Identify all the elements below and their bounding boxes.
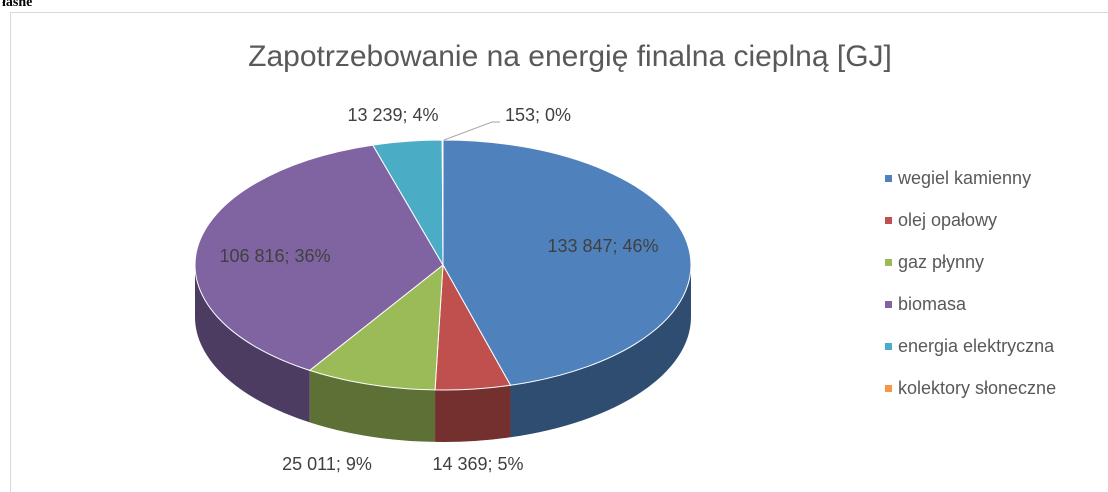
slice-side: [435, 385, 511, 443]
slice: [308, 263, 444, 391]
legend-marker: [885, 343, 892, 350]
slice-side: [195, 265, 310, 423]
legend-label: energia elektryczna: [898, 336, 1055, 356]
slice-side: [510, 265, 691, 438]
data-label: 25 011; 9%: [282, 454, 372, 474]
legend-marker: [885, 385, 892, 392]
data-label: 14 369; 5%: [432, 454, 523, 474]
legend-label: gaz płynny: [898, 252, 984, 272]
legend-label: biomasa: [898, 294, 967, 314]
data-label: 106 816; 36%: [219, 246, 330, 266]
data-label: 153; 0%: [505, 105, 571, 125]
chart-title: Zapotrzebowanie na energię finalna ciepl…: [248, 40, 892, 73]
leader-line: [443, 121, 500, 141]
legend-marker: [885, 217, 892, 224]
legend-label: kolektory słoneczne: [898, 378, 1056, 398]
slice-side: [309, 370, 436, 442]
legend-label: wegiel kamienny: [897, 168, 1031, 188]
legend-marker: [885, 301, 892, 308]
legend-marker: [885, 175, 892, 182]
data-label: 133 847; 46%: [547, 236, 658, 256]
slice: [442, 139, 692, 386]
slice: [194, 144, 444, 371]
slice: [441, 139, 444, 266]
legend-label: olej opałowy: [898, 210, 997, 230]
heading: łasne: [2, 0, 32, 10]
legend-marker: [885, 259, 892, 266]
data-label: 13 239; 4%: [347, 105, 438, 125]
